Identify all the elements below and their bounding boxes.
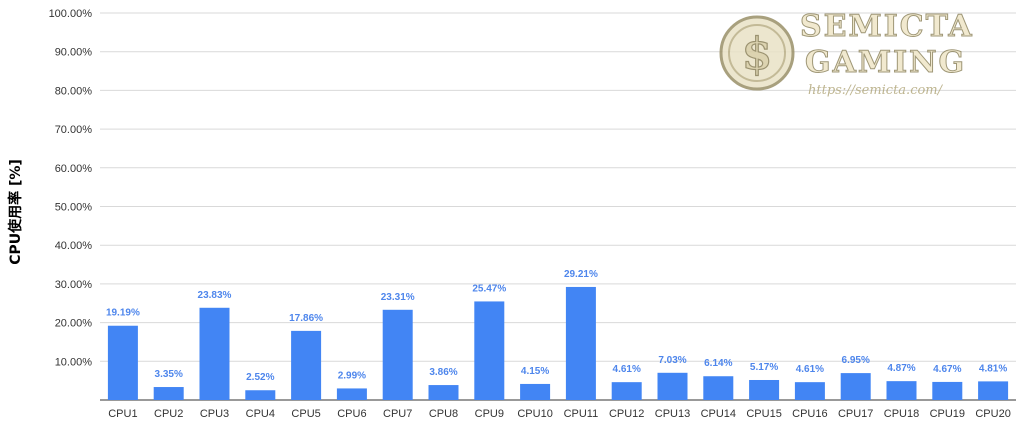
x-tick-cpu9: CPU9 — [475, 408, 504, 420]
x-tick-cpu19: CPU19 — [930, 408, 965, 420]
data-label-cpu3: 23.83% — [198, 290, 232, 301]
watermark-coin-inner — [728, 24, 786, 82]
bar-cpu15 — [749, 379, 780, 400]
x-tick-cpu10: CPU10 — [517, 408, 552, 420]
data-label-cpu6: 2.99% — [338, 370, 366, 381]
x-tick-cpu13: CPU13 — [655, 408, 690, 420]
bar-cpu7 — [382, 309, 413, 400]
data-label-cpu4: 2.52% — [246, 372, 274, 383]
watermark-coin — [719, 15, 795, 91]
bar-cpu5 — [291, 330, 322, 400]
y-tick-label: 80.00% — [55, 85, 93, 97]
bar-cpu14 — [703, 376, 734, 400]
data-label-cpu14: 6.14% — [704, 358, 732, 369]
x-tick-cpu1: CPU1 — [108, 408, 137, 420]
bar-cpu6 — [336, 388, 367, 400]
bar-cpu17 — [840, 373, 871, 400]
bar-cpu16 — [794, 382, 825, 400]
y-tick-label: 20.00% — [55, 318, 93, 330]
watermark-line1: SEMICTA — [800, 9, 974, 44]
data-label-cpu2: 3.35% — [155, 369, 183, 380]
data-label-cpu5: 17.86% — [289, 313, 323, 324]
data-label-cpu17: 6.95% — [842, 355, 870, 366]
y-tick-label: 90.00% — [55, 47, 93, 59]
bar-cpu3 — [199, 307, 230, 400]
x-tick-cpu4: CPU4 — [246, 408, 275, 420]
y-tick-label: 50.00% — [55, 202, 93, 214]
x-tick-cpu5: CPU5 — [291, 408, 320, 420]
x-tick-cpu6: CPU6 — [337, 408, 366, 420]
data-label-cpu15: 5.17% — [750, 362, 778, 373]
bars-group — [107, 286, 1009, 400]
y-tick-label: 70.00% — [55, 124, 93, 136]
watermark-url: https://semicta.com/ — [808, 83, 944, 98]
bar-cpu19 — [932, 381, 963, 400]
data-label-cpu1: 19.19% — [106, 308, 140, 319]
bar-cpu8 — [428, 385, 459, 400]
x-tick-cpu20: CPU20 — [975, 408, 1010, 420]
bar-cpu13 — [657, 372, 688, 400]
data-label-cpu18: 4.87% — [887, 363, 915, 374]
data-label-cpu11: 29.21% — [564, 269, 598, 280]
x-tick-cpu16: CPU16 — [792, 408, 827, 420]
y-tick-label: 100.00% — [49, 8, 93, 20]
x-tick-cpu15: CPU15 — [746, 408, 781, 420]
x-tick-cpu18: CPU18 — [884, 408, 919, 420]
data-label-cpu19: 4.67% — [933, 364, 961, 375]
x-tick-cpu7: CPU7 — [383, 408, 412, 420]
x-axis-categories: CPU1 CPU2 CPU3 CPU4 CPU5 CPU6 CPU7 CPU8 CPU9 CPU1… — [108, 408, 1011, 420]
bar-cpu11 — [565, 286, 596, 400]
data-label-cpu13: 7.03% — [658, 355, 686, 366]
watermark-dollar-glyph: $ — [742, 29, 773, 80]
y-axis-label: CPU使用率 [%] — [7, 159, 24, 265]
bar-cpu9 — [474, 301, 505, 400]
y-tick-label: 10.00% — [55, 356, 93, 368]
x-tick-cpu8: CPU8 — [429, 408, 458, 420]
x-tick-cpu2: CPU2 — [154, 408, 183, 420]
x-tick-cpu17: CPU17 — [838, 408, 873, 420]
bar-cpu12 — [611, 382, 642, 400]
data-labels-group: 19.19% 3.35% 23.83% 2.52% 17.86% 2.99% 23.31% 3… — [106, 269, 1007, 383]
data-label-cpu9: 25.47% — [472, 283, 506, 294]
data-label-cpu20: 4.81% — [979, 363, 1007, 374]
data-label-cpu16: 4.61% — [796, 364, 824, 375]
y-tick-label: 40.00% — [55, 240, 93, 252]
x-tick-cpu14: CPU14 — [701, 408, 736, 420]
bar-cpu2 — [153, 387, 184, 400]
x-tick-cpu12: CPU12 — [609, 408, 644, 420]
y-tick-label: 30.00% — [55, 279, 93, 291]
data-label-cpu7: 23.31% — [381, 292, 415, 303]
bar-cpu4 — [245, 390, 276, 400]
y-tick-label: 60.00% — [55, 163, 93, 175]
bar-cpu1 — [107, 325, 138, 400]
semicta-gaming-watermark-logo: $ SEMICTA GAMING https://semicta.com/ — [719, 9, 974, 98]
watermark-line2: GAMING — [805, 45, 966, 80]
data-label-cpu12: 4.61% — [613, 364, 641, 375]
y-axis-ticks: 100.00% 90.00% 80.00% 70.00% 60.00% 50.00% 40.… — [49, 8, 93, 368]
data-label-cpu10: 4.15% — [521, 366, 549, 377]
x-tick-cpu3: CPU3 — [200, 408, 229, 420]
x-tick-cpu11: CPU11 — [564, 408, 599, 420]
data-label-cpu8: 3.86% — [429, 367, 457, 378]
bar-cpu18 — [886, 381, 917, 400]
bar-cpu20 — [978, 381, 1009, 400]
bar-cpu10 — [520, 383, 551, 400]
